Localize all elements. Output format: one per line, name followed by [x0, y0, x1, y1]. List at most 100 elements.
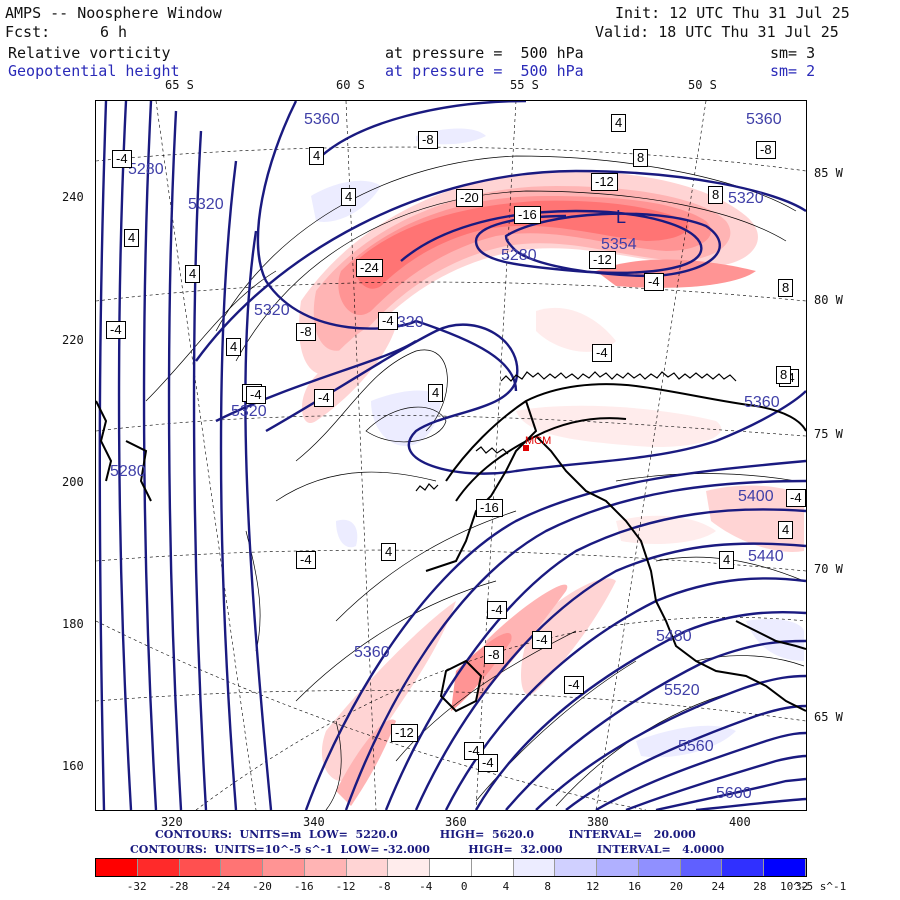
colorbar-tick-label: -24 — [210, 880, 231, 893]
vorticity-label: -4 — [564, 676, 584, 694]
colorbar-tick-label: 32 — [795, 880, 809, 893]
colorbar-tick-label: 24 — [711, 880, 725, 893]
colorbar-cell — [513, 859, 556, 876]
vorticity-label: 4 — [185, 265, 201, 283]
colorbar — [95, 858, 807, 877]
colorbar-cell — [221, 859, 264, 876]
field2-name: Geopotential height — [8, 62, 180, 80]
height-contour-info: CONTOURS: UNITS=m LOW= 5220.0 HIGH= 5620… — [155, 828, 696, 841]
lon-label-85w: 85 W — [814, 166, 843, 180]
y-tick-220: 220 — [62, 333, 84, 347]
x-tick-380: 380 — [587, 815, 609, 829]
colorbar-tick-label: 10^-5 s^-1 — [780, 880, 847, 893]
vorticity-label: -4 — [246, 386, 266, 404]
colorbar-cell — [96, 859, 138, 876]
colorbar-tick-label: 8 — [544, 880, 552, 893]
vorticity-label: -20 — [456, 189, 483, 207]
lon-label-65w: 65 W — [814, 710, 843, 724]
colorbar-cell — [680, 859, 723, 876]
x-tick-340: 340 — [303, 815, 325, 829]
field1-name: Relative vorticity — [8, 44, 171, 62]
vorticity-label: -12 — [589, 251, 616, 269]
lat-label-65s: 65 S — [165, 78, 194, 92]
height-label: 5360 — [746, 111, 782, 128]
vorticity-label: -8 — [484, 646, 504, 664]
y-tick-160: 160 — [62, 759, 84, 773]
height-label: 5320 — [188, 196, 224, 213]
app-title: AMPS -- Noosphere Window — [5, 4, 222, 22]
vorticity-shading — [299, 171, 804, 806]
colorbar-cell — [179, 859, 222, 876]
vorticity-label: -12 — [391, 724, 418, 742]
vorticity-label: -16 — [476, 499, 503, 517]
forecast-hours: 6 h — [100, 23, 128, 41]
colorbar-tick-label: -32 — [126, 880, 147, 893]
lon-label-80w: 80 W — [814, 293, 843, 307]
colorbar-tick-label: 16 — [627, 880, 642, 893]
vorticity-label: 4 — [309, 147, 325, 165]
x-tick-400: 400 — [729, 815, 751, 829]
height-label: 5280 — [501, 247, 537, 264]
vorticity-label: -4 — [378, 312, 398, 330]
vorticity-label: 8 — [708, 186, 724, 204]
x-tick-360: 360 — [445, 815, 467, 829]
height-label: 5360 — [304, 111, 340, 128]
colorbar-tick-label: 4 — [502, 880, 510, 893]
vorticity-label: -4 — [478, 754, 498, 772]
height-label: 5400 — [738, 488, 774, 505]
colorbar-cell — [471, 859, 514, 876]
colorbar-tick-label: 0 — [460, 880, 468, 893]
height-label: 5320 — [254, 302, 290, 319]
vorticity-label: 4 — [719, 551, 735, 569]
vorticity-label: -4 — [786, 489, 806, 507]
vorticity-label: 4 — [381, 543, 397, 561]
height-label: 5280 — [128, 161, 164, 178]
low-pressure-marker: L — [616, 207, 626, 227]
height-label: 5480 — [656, 628, 692, 645]
height-label: 5360 — [744, 394, 780, 411]
vorticity-label: -4 — [112, 150, 132, 168]
field1-smoothing: sm= 3 — [770, 44, 816, 62]
colorbar-tick-label: -12 — [335, 880, 356, 893]
lon-label-70w: 70 W — [814, 562, 843, 576]
vorticity-label: 8 — [633, 149, 649, 167]
geopotential-height-contours — [98, 101, 806, 810]
colorbar-cell — [764, 859, 807, 876]
height-label: 5440 — [748, 548, 784, 565]
colorbar-tick-label: -28 — [168, 880, 189, 893]
colorbar-cell — [722, 859, 765, 876]
vorticity-contour-info: CONTOURS: UNITS=10^-5 s^-1 LOW= -32.000 … — [130, 843, 725, 856]
field2-level: at pressure = 500 hPa — [385, 62, 584, 80]
height-label: 5520 — [664, 682, 700, 699]
init-time: Init: 12 UTC Thu 31 Jul 25 — [615, 4, 850, 22]
vorticity-label: 4 — [341, 188, 357, 206]
colorbar-tick-label: 20 — [669, 880, 683, 893]
vorticity-contours — [145, 155, 805, 810]
colorbar-cell — [137, 859, 180, 876]
vorticity-label: 4 — [778, 521, 794, 539]
vorticity-label: 8 — [778, 279, 794, 297]
height-label: 5360 — [354, 644, 390, 661]
map-panel: MCM L 5360 5360 5280 5320 5320 5320 5280… — [95, 100, 807, 811]
lat-label-60s: 60 S — [336, 78, 365, 92]
vorticity-label: 4 — [226, 338, 242, 356]
height-label: 5320 — [728, 190, 764, 207]
colorbar-cell — [430, 859, 472, 876]
vorticity-label: -24 — [356, 259, 383, 277]
vorticity-label: 4 — [611, 114, 627, 132]
station-marker-label: MCM — [525, 435, 551, 447]
station-marker — [523, 445, 529, 451]
colorbar-tick-label: -4 — [419, 880, 433, 893]
vorticity-label: -4 — [644, 273, 664, 291]
valid-time: Valid: 18 UTC Thu 31 Jul 25 — [595, 23, 839, 41]
colorbar-cell — [346, 859, 389, 876]
y-tick-180: 180 — [62, 617, 84, 631]
height-label: 5600 — [716, 785, 752, 802]
forecast-label: Fcst: — [5, 23, 51, 41]
vorticity-label: -4 — [487, 601, 507, 619]
field2-smoothing: sm= 2 — [770, 62, 816, 80]
vorticity-label: -4 — [592, 344, 612, 362]
colorbar-cell — [388, 859, 431, 876]
colorbar-tick-label: -8 — [377, 880, 391, 893]
colorbar-tick-label: 28 — [753, 880, 767, 893]
